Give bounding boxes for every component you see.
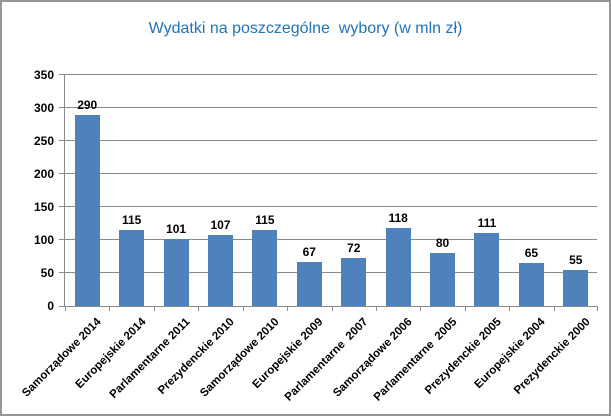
x-tick (198, 306, 200, 311)
x-axis-label: Prezydenckie 2000 (511, 316, 593, 397)
gridline (65, 74, 597, 75)
bar-value-label: 67 (302, 244, 316, 259)
bar (119, 230, 145, 306)
bar-value-label: 55 (569, 252, 583, 267)
x-tick (287, 306, 289, 311)
bar-value-label: 101 (166, 222, 187, 237)
x-tick (420, 306, 422, 311)
y-tick (59, 306, 65, 307)
bar (563, 269, 589, 306)
bar (518, 263, 544, 306)
y-axis-label: 300 (33, 101, 54, 115)
x-axis-label: Samorządowe 2014 (20, 316, 104, 400)
y-tick (59, 173, 65, 174)
bar-value-label: 65 (524, 246, 539, 261)
x-axis-label: Prezydenckie 2010 (156, 316, 237, 397)
y-axis-label: 200 (33, 167, 54, 181)
y-axis-label: 150 (33, 200, 54, 214)
bar (430, 253, 456, 306)
y-tick (59, 140, 65, 141)
bar-value-label: 107 (210, 218, 231, 233)
y-tick (59, 272, 65, 273)
y-axis-label: 50 (40, 266, 54, 280)
x-tick (242, 306, 244, 311)
x-axis-label: Prezydenckie 2005 (422, 316, 504, 397)
y-tick (59, 74, 65, 75)
x-tick (331, 306, 333, 311)
x-tick (509, 306, 511, 311)
x-axis-label: Parlamentarne 2005 (371, 316, 460, 404)
x-tick (153, 306, 155, 311)
x-tick (553, 306, 555, 311)
bar-value-label: 118 (388, 211, 408, 226)
y-tick (59, 206, 65, 207)
bar (296, 261, 322, 306)
y-tick (59, 107, 65, 108)
plot-wrap: 290 115 101 107 115 67 72 118 80 111 65 55 0 50 100 15… (20, 68, 598, 404)
bar (252, 230, 278, 306)
x-tick (464, 306, 466, 311)
gridline (65, 272, 597, 273)
bar (74, 114, 100, 306)
bar (341, 258, 367, 306)
gridline (65, 239, 597, 240)
gridline (65, 206, 597, 207)
chart-title: Wydatki na poszczególne wybory (w mln zł… (148, 20, 463, 37)
y-tick (59, 239, 65, 240)
bar-value-label: 111 (477, 215, 497, 230)
x-axis-labels: Samorządowe 2014 Europejskie 2014 Parlamen… (20, 306, 597, 414)
y-axis-labels: 0 50 100 150 200 250 300 350 (12, 68, 54, 313)
gridline (65, 140, 597, 141)
x-tick (375, 306, 377, 311)
x-tick (597, 306, 598, 311)
x-tick (65, 306, 66, 311)
x-axis-label: Parlamentarne 2011 (107, 316, 193, 401)
bar (207, 235, 233, 306)
bar-value-label: 290 (77, 97, 98, 112)
gridline (65, 173, 597, 174)
bar-value-label: 80 (435, 236, 450, 251)
x-tick (109, 306, 111, 311)
y-axis-label: 250 (33, 134, 54, 148)
bar (474, 232, 500, 306)
y-axis-label: 0 (47, 299, 54, 313)
x-axis-label: Parlamentarne 2007 (282, 316, 371, 404)
x-axis-line (65, 306, 597, 307)
bar-value-label: 115 (121, 213, 142, 228)
y-axis-label: 350 (33, 68, 54, 82)
bar (163, 239, 189, 306)
y-axis-label: 100 (33, 233, 54, 247)
x-axis-label: Samorządowe 2010 (197, 316, 282, 400)
bar (385, 228, 411, 306)
bar-value-label: 115 (255, 213, 275, 228)
gridline (65, 107, 597, 108)
bar-value-label: 72 (347, 241, 361, 256)
plot-area: 290 115 101 107 115 67 72 118 80 111 65 55 (59, 74, 598, 311)
x-axis-label: Samorządowe 2006 (331, 316, 415, 400)
